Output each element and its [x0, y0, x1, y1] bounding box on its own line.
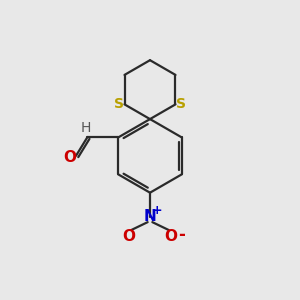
Text: +: +	[151, 204, 162, 217]
Text: O: O	[165, 230, 178, 244]
Text: H: H	[80, 121, 91, 135]
Text: -: -	[178, 226, 185, 244]
Text: N: N	[144, 209, 156, 224]
Text: S: S	[114, 98, 124, 111]
Text: O: O	[122, 230, 135, 244]
Text: O: O	[63, 150, 76, 165]
Text: S: S	[176, 98, 186, 111]
